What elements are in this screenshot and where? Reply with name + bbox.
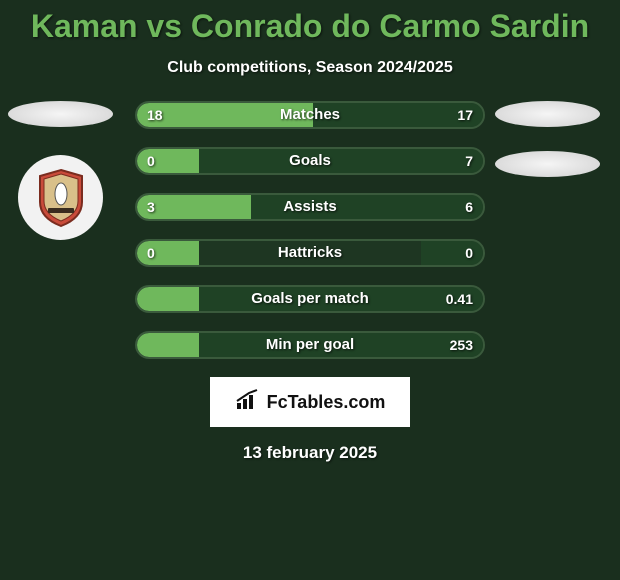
chart-icon — [235, 389, 261, 416]
page-title: Kaman vs Conrado do Carmo Sardin — [0, 0, 620, 45]
stat-value-right: 0.41 — [446, 287, 473, 311]
subtitle: Club competitions, Season 2024/2025 — [0, 59, 620, 77]
right-team-badges — [495, 101, 600, 201]
date-text: 13 february 2025 — [0, 443, 620, 463]
shield-icon — [36, 168, 86, 228]
player-badge-left — [8, 101, 113, 127]
site-logo: FcTables.com — [210, 377, 410, 427]
player-badge-right — [495, 101, 600, 127]
stat-value-right: 6 — [465, 195, 473, 219]
stat-value-right: 253 — [450, 333, 473, 357]
logo-text: FcTables.com — [267, 392, 386, 413]
club-badge-right — [495, 151, 600, 177]
stat-row: 3 Assists 6 — [135, 193, 485, 221]
stats-container: 18 Matches 17 0 Goals 7 3 Assists 6 0 Ha… — [135, 101, 485, 359]
stat-row: 0 Hattricks 0 — [135, 239, 485, 267]
stat-label: Matches — [137, 103, 483, 127]
stat-label: Goals — [137, 149, 483, 173]
stat-value-right: 17 — [457, 103, 473, 127]
club-badge-left — [18, 155, 103, 240]
stat-row: Goals per match 0.41 — [135, 285, 485, 313]
stat-label: Hattricks — [137, 241, 483, 265]
stat-label: Min per goal — [137, 333, 483, 357]
stat-row: 18 Matches 17 — [135, 101, 485, 129]
stat-label: Goals per match — [137, 287, 483, 311]
left-team-badges — [8, 101, 113, 240]
stat-label: Assists — [137, 195, 483, 219]
stat-row: Min per goal 253 — [135, 331, 485, 359]
stat-value-right: 0 — [465, 241, 473, 265]
stat-value-right: 7 — [465, 149, 473, 173]
stat-row: 0 Goals 7 — [135, 147, 485, 175]
comparison-chart: 18 Matches 17 0 Goals 7 3 Assists 6 0 Ha… — [0, 101, 620, 359]
